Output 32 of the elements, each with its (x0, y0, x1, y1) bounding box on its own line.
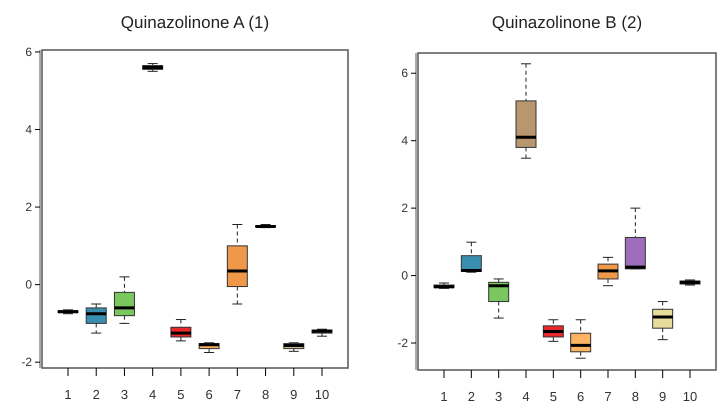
x-tick-label: 8 (262, 387, 270, 402)
x-tick-label: 5 (177, 387, 185, 402)
x-tick-label: 8 (632, 389, 639, 404)
x-tick-label: 10 (314, 387, 330, 402)
y-tick-label: -2 (397, 336, 408, 350)
y-tick-label: 2 (25, 200, 32, 214)
x-tick-label: 1 (64, 387, 72, 402)
x-tick-label: 3 (120, 387, 128, 402)
x-tick-label: 4 (522, 389, 530, 404)
y-tick-label: 2 (401, 200, 408, 215)
y-tick-label: 0 (401, 268, 408, 282)
x-tick-label: 2 (468, 389, 475, 404)
x-tick-label: 9 (659, 389, 666, 404)
y-tick-label: 4 (25, 122, 32, 136)
x-tick-label: 10 (682, 389, 698, 404)
x-tick-label: 6 (205, 387, 213, 402)
x-tick-label: 7 (234, 387, 241, 402)
y-tick-label: 6 (25, 44, 32, 59)
x-tick-label: 2 (92, 387, 100, 402)
y-tick-label: 0 (25, 277, 32, 292)
x-tick-label: 1 (440, 389, 448, 404)
x-tick-label: 4 (149, 387, 156, 402)
x-tick-label: 3 (495, 389, 502, 404)
chart-title: Quinazolinone A (1) (120, 13, 270, 32)
y-tick-label: 4 (401, 134, 408, 148)
x-tick-label: 9 (290, 387, 298, 402)
x-tick-label: 5 (550, 389, 557, 404)
x-tick-label: 6 (577, 389, 584, 404)
y-tick-label: -2 (21, 355, 32, 370)
y-tick-label: 6 (401, 66, 408, 80)
x-tick-label: 7 (604, 389, 612, 404)
chart-title: Quinazolinone B (2) (492, 13, 642, 32)
